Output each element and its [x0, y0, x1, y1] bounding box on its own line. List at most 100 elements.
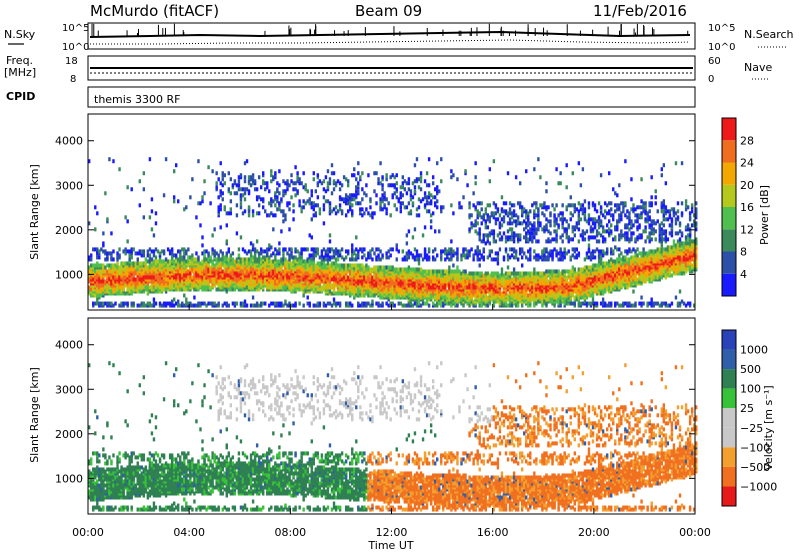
- power-cell: [166, 263, 170, 268]
- power-cell: [474, 251, 477, 256]
- power-cell: [150, 303, 154, 308]
- power-cell: [114, 283, 117, 288]
- power-cell: [411, 255, 415, 260]
- power-cell: [375, 275, 378, 280]
- power-cell: [195, 259, 198, 264]
- power-cell: [90, 257, 93, 262]
- power-cell: [108, 281, 111, 286]
- power-cell: [506, 287, 510, 292]
- power-cell: [205, 261, 208, 266]
- power-cell: [454, 271, 457, 276]
- power-cell: [148, 261, 152, 266]
- power-cell: [533, 235, 536, 240]
- power-cell: [464, 247, 467, 252]
- power-cell: [225, 285, 228, 290]
- power-cell: [393, 191, 396, 196]
- power-cell: [172, 265, 176, 270]
- power-cell: [371, 301, 374, 306]
- power-cell: [456, 271, 459, 276]
- power-cell: [219, 193, 222, 198]
- power-cell: [106, 285, 109, 290]
- power-cell: [520, 299, 524, 304]
- power-cell: [488, 231, 492, 236]
- power-cell: [440, 283, 443, 288]
- power-cell: [440, 257, 443, 262]
- power-cell: [393, 295, 396, 300]
- power-cell: [440, 157, 443, 162]
- power-cell: [340, 255, 344, 260]
- power-cell: [191, 263, 194, 268]
- power-cell: [162, 281, 166, 286]
- power-cell: [310, 285, 313, 290]
- power-cell: [397, 293, 400, 298]
- power-cell: [302, 265, 305, 270]
- power-cell: [551, 257, 554, 262]
- power-cell: [314, 269, 318, 274]
- power-cell: [533, 201, 536, 206]
- power-cell: [500, 277, 504, 282]
- power-cell: [468, 285, 471, 290]
- power-cell: [391, 303, 394, 308]
- power-cell: [118, 283, 121, 288]
- power-cell: [211, 277, 214, 282]
- power-cell: [296, 269, 299, 274]
- power-cell: [144, 269, 148, 274]
- power-cell: [551, 273, 554, 278]
- power-cell: [290, 271, 293, 276]
- power-cell: [411, 275, 415, 280]
- power-cell: [385, 285, 388, 290]
- power-cell: [452, 277, 455, 282]
- power-cell: [525, 287, 528, 292]
- power-cell: [385, 207, 388, 212]
- power-cell: [523, 281, 526, 286]
- power-cell: [531, 239, 534, 244]
- power-cell: [302, 285, 305, 290]
- power-cell: [423, 195, 427, 200]
- power-cell: [207, 301, 210, 306]
- power-cell: [421, 271, 425, 276]
- power-cell: [312, 273, 315, 278]
- power-cell: [146, 249, 150, 254]
- power-cell: [156, 285, 160, 290]
- power-cell: [205, 283, 208, 288]
- power-cell: [320, 271, 324, 276]
- power-cell: [219, 273, 222, 278]
- power-cell: [421, 279, 425, 284]
- power-cell: [385, 287, 388, 292]
- power-cell: [470, 287, 473, 292]
- power-cell: [243, 269, 247, 274]
- power-cell: [423, 293, 427, 298]
- power-cell: [118, 247, 121, 252]
- power-cell: [179, 287, 182, 292]
- power-cell: [537, 287, 540, 292]
- power-cell: [486, 239, 489, 244]
- power-cell: [541, 273, 544, 278]
- power-cell: [518, 291, 522, 296]
- power-cell: [456, 281, 459, 286]
- power-cell: [205, 257, 208, 262]
- power-cell: [508, 303, 512, 308]
- power-cell: [353, 167, 356, 172]
- power-cell: [551, 287, 554, 292]
- power-cell: [166, 279, 170, 284]
- power-cell: [213, 249, 216, 254]
- power-cell: [502, 295, 506, 300]
- power-cell: [314, 277, 318, 282]
- power-cell: [545, 301, 548, 306]
- power-cell: [440, 293, 443, 298]
- power-cell: [525, 279, 528, 284]
- power-cell: [547, 271, 550, 276]
- power-cell: [138, 251, 141, 256]
- power-cell: [272, 287, 275, 292]
- power-cell: [316, 289, 320, 294]
- power-cell: [504, 279, 508, 284]
- freq-tick-top: 18: [65, 56, 78, 67]
- power-cell: [172, 303, 176, 308]
- power-cell: [308, 265, 311, 270]
- power-cell: [377, 177, 380, 182]
- power-cell: [128, 291, 131, 296]
- power-cell: [245, 267, 249, 272]
- power-cell: [225, 223, 228, 228]
- power-cell: [308, 255, 311, 260]
- power-cell: [361, 263, 364, 268]
